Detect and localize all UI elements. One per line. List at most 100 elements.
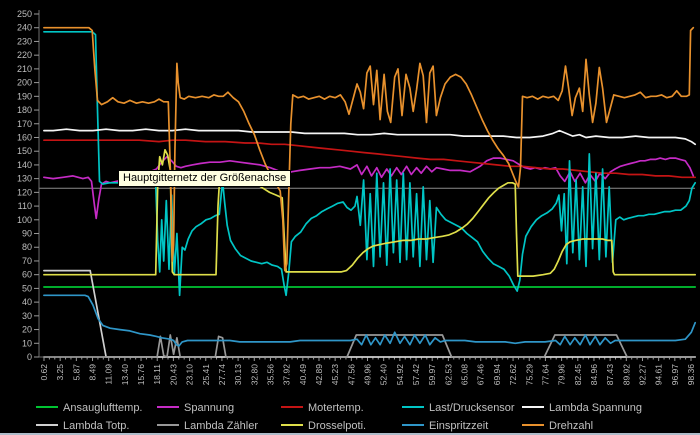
- x-axis-label: 42.89: [314, 364, 324, 386]
- window-bottom-border: [0, 433, 700, 435]
- x-axis-label: 59.97: [427, 364, 437, 386]
- x-axis-label: 32.80: [249, 364, 259, 386]
- legend-swatch: [522, 406, 544, 408]
- series-lambda-zähler-line[interactable]: [43, 334, 697, 358]
- series-einspritzzeit-line[interactable]: [43, 294, 697, 347]
- series-spannung-line[interactable]: [43, 155, 695, 220]
- x-axis-label: 49.96: [363, 364, 373, 386]
- x-axis-label: 18.11: [152, 364, 162, 385]
- x-axis-label: 94.61: [654, 364, 664, 386]
- x-axis-label: 84.96: [589, 364, 599, 386]
- x-axis-label: 65.08: [460, 364, 470, 386]
- legend-swatch: [36, 406, 58, 408]
- legend-label: Lambda Totp.: [63, 420, 130, 432]
- x-axis-label: 89.92: [621, 364, 631, 386]
- x-axis-label: 20.43: [168, 364, 178, 386]
- gridline-tooltip: Hauptgitternetz der Größenachse: [118, 170, 292, 187]
- x-axis-label: 98.36: [686, 364, 696, 386]
- y-axis-label: 0: [27, 352, 32, 362]
- y-axis-label: 10: [22, 338, 32, 348]
- legend-label: Last/Drucksensor: [429, 402, 515, 414]
- y-axis-label: 30: [22, 311, 32, 321]
- x-axis-label: 25.41: [201, 364, 211, 386]
- y-axis-label: 20: [22, 325, 32, 335]
- y-axis-label: 240: [17, 23, 32, 33]
- legend-item-lambda-totp[interactable]: Lambda Totp.: [36, 416, 130, 432]
- legend-swatch: [157, 424, 179, 426]
- y-axis-label: 180: [17, 105, 32, 115]
- legend-swatch: [157, 406, 179, 408]
- x-axis-label: 11.09: [104, 364, 114, 385]
- legend-item-last-drucksensor[interactable]: Last/Drucksensor: [402, 398, 515, 414]
- y-axis-label: 220: [17, 50, 32, 60]
- y-axis-label: 70: [22, 256, 32, 266]
- x-axis-label: 69.94: [492, 364, 502, 386]
- series-last-drucksensor-line[interactable]: [43, 30, 697, 297]
- x-axis-label: 54.92: [395, 364, 405, 386]
- legend-item-spannung[interactable]: Spannung: [157, 398, 235, 414]
- series-lambda-totp-line[interactable]: [43, 269, 697, 358]
- y-axis-label: 80: [22, 242, 32, 252]
- y-axis-label: 120: [17, 187, 32, 197]
- y-axis-label: 110: [18, 201, 32, 211]
- x-axis-label: 3.25: [55, 364, 65, 381]
- legend-item-lambda-zähler[interactable]: Lambda Zähler: [157, 416, 258, 432]
- y-axis-label: 200: [17, 78, 32, 88]
- x-axis-label: 92.27: [637, 364, 647, 386]
- x-axis-label: 82.45: [573, 364, 583, 386]
- x-axis-label: 37.92: [282, 364, 292, 386]
- legend-label: Lambda Zähler: [184, 420, 258, 432]
- y-axis-label: 160: [17, 132, 32, 142]
- x-axis-label: 15.76: [136, 364, 146, 386]
- legend-item-drosselpoti[interactable]: Drosselpoti.: [281, 416, 367, 432]
- legend-swatch: [36, 424, 58, 426]
- legend-label: Drehzahl: [549, 420, 594, 432]
- series-lambda-spannung-line[interactable]: [43, 128, 697, 146]
- x-axis-label: 0.62: [39, 364, 49, 381]
- x-axis-label: 52.40: [379, 364, 389, 386]
- legend-item-lambda-spannung[interactable]: Lambda Spannung: [522, 398, 642, 414]
- y-axis-label: 210: [17, 64, 32, 74]
- y-axis-label: 250: [17, 9, 32, 19]
- legend-label: Drosselpoti.: [308, 420, 367, 432]
- x-axis-label: 62.53: [443, 364, 453, 386]
- x-axis-label: 67.46: [476, 364, 486, 386]
- x-axis-label: 27.74: [217, 364, 227, 386]
- series-drehzahl-line[interactable]: [43, 26, 695, 272]
- x-axis-labels: 0.62 3.25 5.87 8.49 11.09 13.40 15.76 18.11 20.4…: [39, 364, 696, 386]
- y-axis-label: 150: [17, 146, 32, 156]
- x-axis-label: 75.29: [524, 364, 534, 386]
- y-axis-label: 50: [22, 283, 32, 293]
- x-axis-label: 72.62: [508, 364, 518, 386]
- y-axis-label: 90: [22, 229, 32, 239]
- legend-swatch: [402, 406, 424, 408]
- y-axis-label: 130: [17, 174, 32, 184]
- legend-item-ansauglufttemp[interactable]: Ansauglufttemp.: [36, 398, 143, 414]
- legend-swatch: [281, 406, 303, 408]
- legend-label: Spannung: [184, 402, 235, 414]
- y-axis-label: 170: [17, 119, 32, 129]
- legend-item-einspritzzeit[interactable]: Einspritzzeit: [402, 416, 489, 432]
- y-axis-label: 190: [17, 91, 32, 101]
- series-motertemp-line[interactable]: [43, 139, 697, 179]
- x-axis-label: 5.87: [71, 364, 81, 381]
- x-axis-label: 13.40: [120, 364, 130, 386]
- x-axis-label: 87.43: [605, 364, 615, 386]
- legend-label: Einspritzzeit: [429, 420, 489, 432]
- y-axis-label: 40: [22, 297, 32, 307]
- y-axis-label: 60: [22, 270, 32, 280]
- legend-item-motertemp[interactable]: Motertemp.: [281, 398, 364, 414]
- y-axis-label: 140: [17, 160, 32, 170]
- legend-label: Ansauglufttemp.: [63, 402, 143, 414]
- legend-item-drehzahl[interactable]: Drehzahl: [522, 416, 594, 432]
- y-axis-label: 230: [17, 36, 32, 46]
- legend-swatch: [281, 424, 303, 426]
- y-axis-label: 100: [17, 215, 32, 225]
- legend-swatch: [402, 424, 424, 426]
- x-axis-label: 79.96: [557, 364, 567, 386]
- y-axis: 0 10 20 30 40 50 60 70 80 90 100 110 120 130 140 150 160…: [17, 9, 39, 362]
- x-axis-label: 40.49: [298, 364, 308, 386]
